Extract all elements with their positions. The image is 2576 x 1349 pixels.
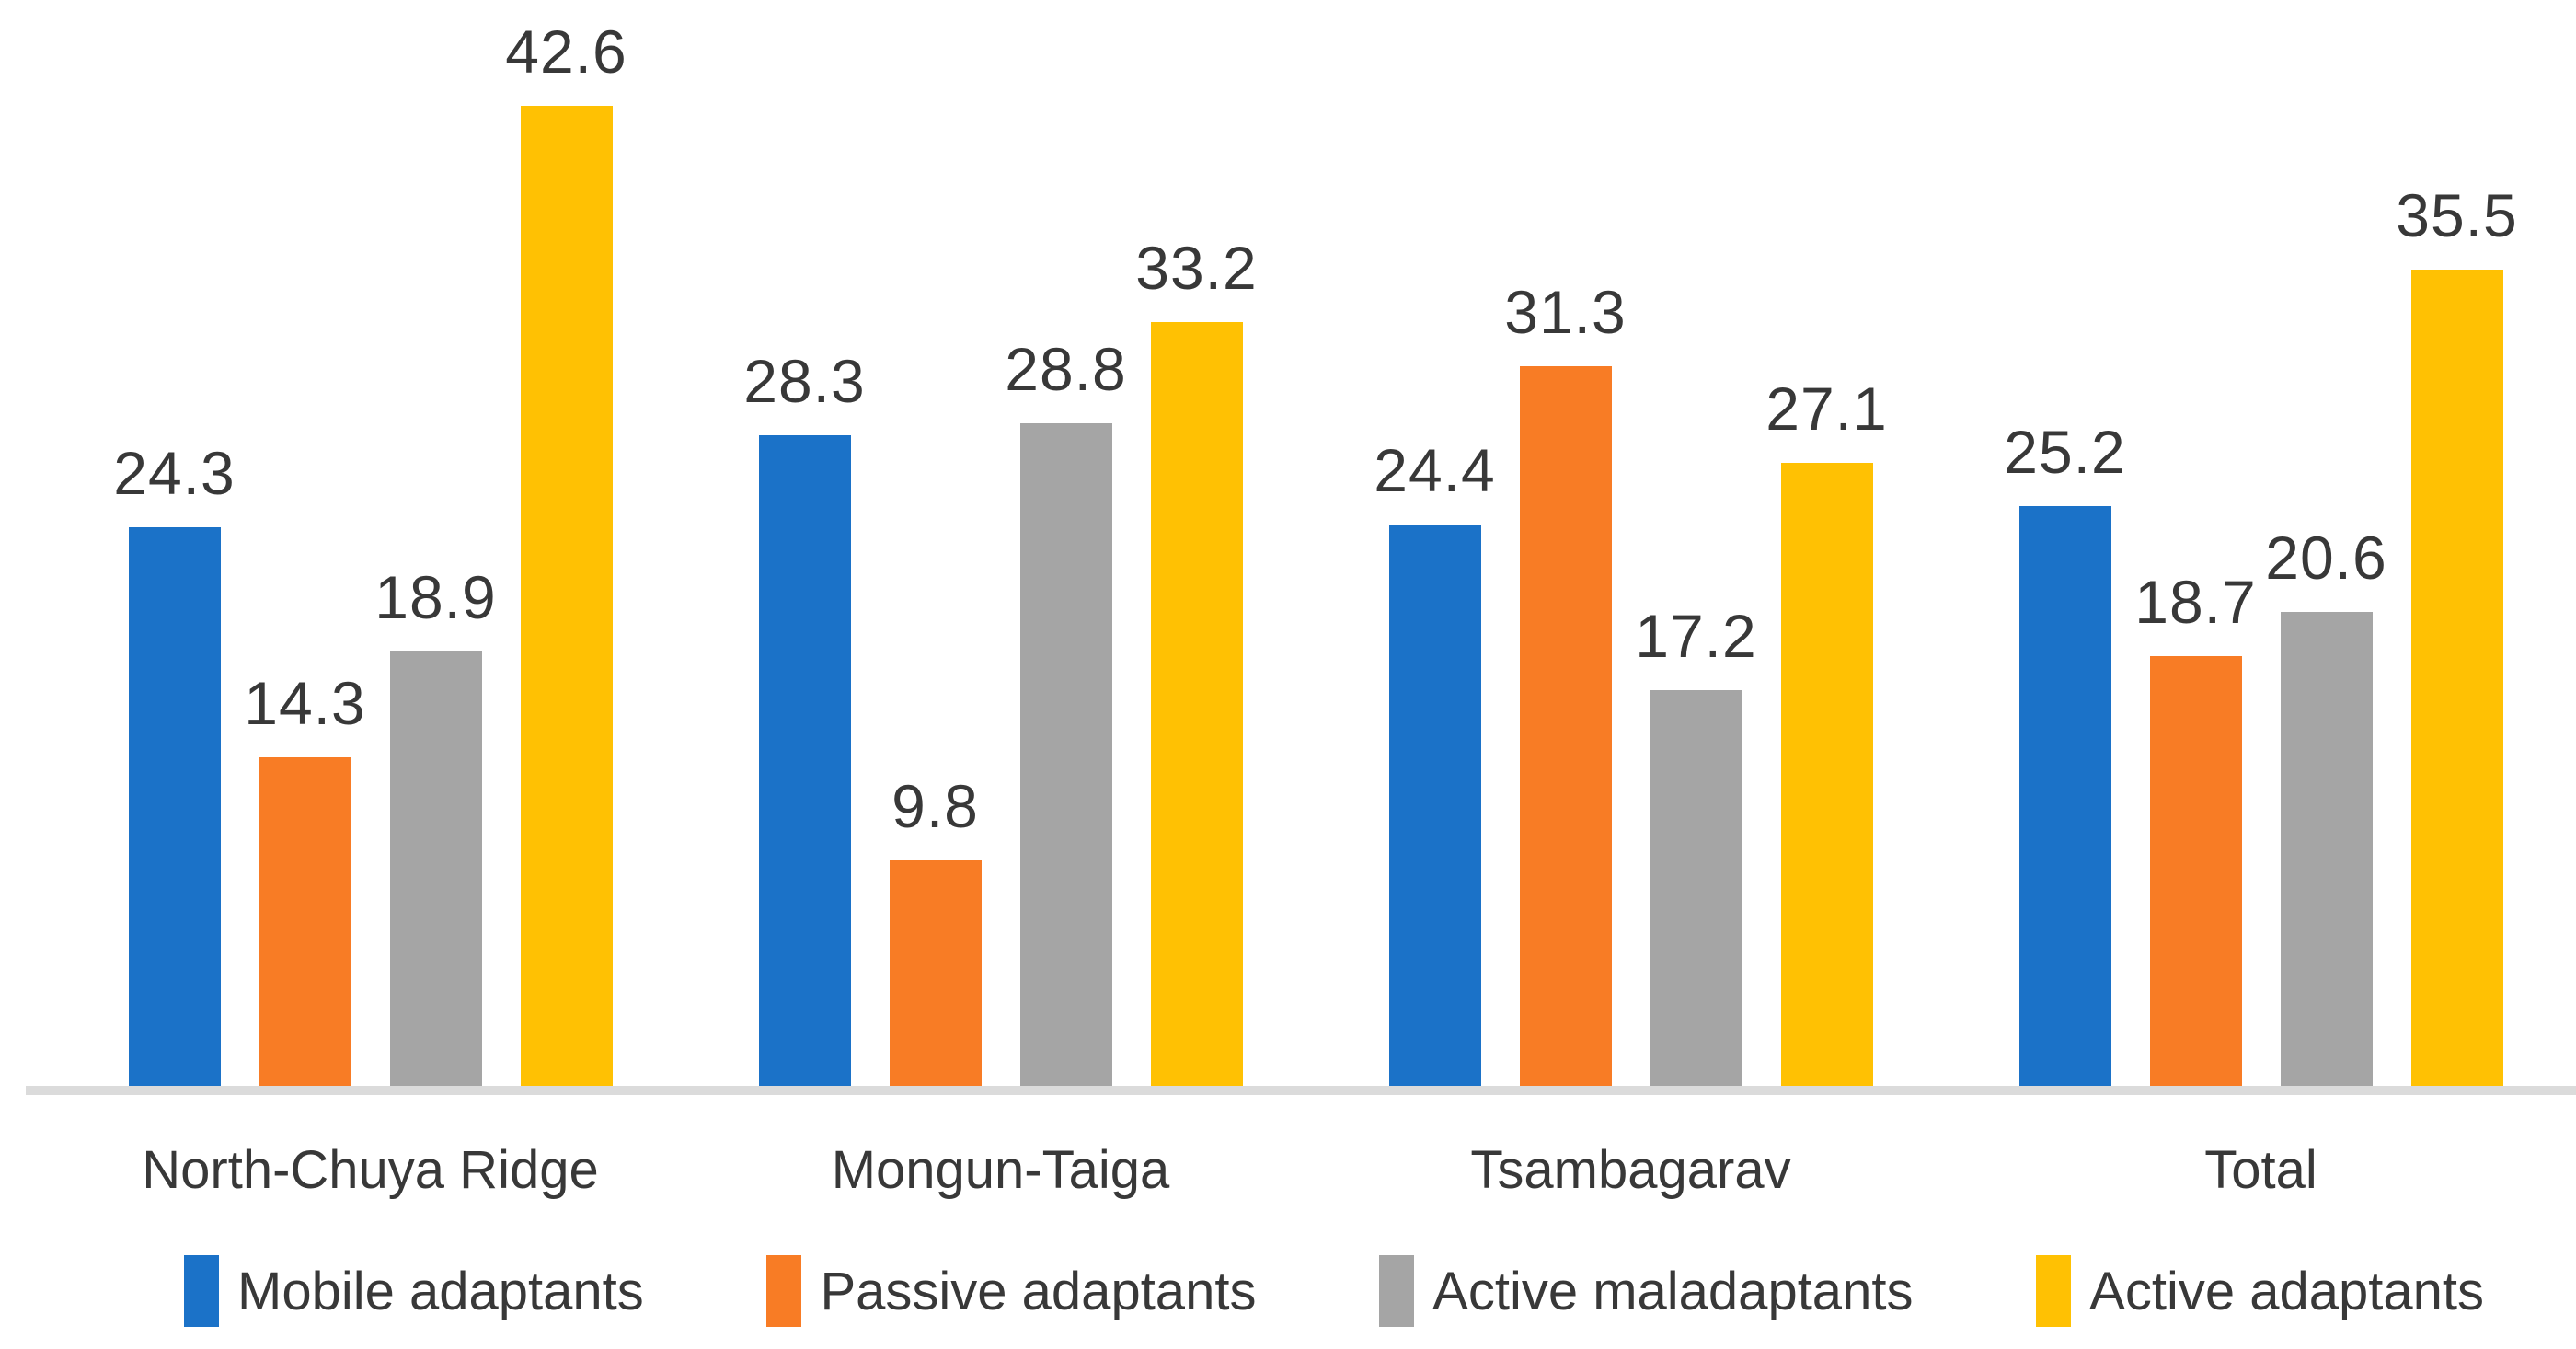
bar-group: 24.3 14.3 18.9 42.6 <box>55 0 685 1086</box>
legend-swatch-icon <box>2036 1255 2072 1327</box>
legend-item: Passive adaptants <box>766 1255 1256 1327</box>
category-label: Tsambagarav <box>1470 1140 1791 1200</box>
bar: 18.7 <box>2134 571 2256 1086</box>
bar: 35.5 <box>2396 185 2517 1086</box>
bar: 18.9 <box>374 567 496 1086</box>
legend-swatch-icon <box>766 1255 802 1327</box>
bar-value-label: 28.8 <box>1005 335 1127 403</box>
bar-value-label: 33.2 <box>1135 234 1258 302</box>
bar-value-label: 18.7 <box>2134 567 2257 636</box>
legend-item: Active maladaptants <box>1379 1255 1913 1327</box>
plot-area: 24.3 14.3 18.9 42.6 28.3 9.8 28.8 33.2 24.4 31.3 1… <box>26 0 2576 1095</box>
legend-label: Active maladaptants <box>1432 1261 1914 1321</box>
bar-value-label: 18.9 <box>374 562 497 631</box>
bar-value-label: 35.5 <box>2396 180 2518 249</box>
bar: 31.3 <box>1504 282 1626 1086</box>
bar-value-label: 25.2 <box>2004 418 2126 486</box>
bar-value-label: 24.3 <box>113 438 236 507</box>
bar-value-label: 28.3 <box>743 346 866 415</box>
bar-value-label: 27.1 <box>1765 374 1888 443</box>
x-axis-line <box>26 1086 2576 1095</box>
bar-groups: 24.3 14.3 18.9 42.6 28.3 9.8 28.8 33.2 24.4 31.3 1… <box>55 0 2576 1086</box>
bar: 42.6 <box>505 21 627 1086</box>
bar-value-label: 24.4 <box>1374 436 1496 504</box>
legend: Mobile adaptants Passive adaptants Active … <box>0 1233 2576 1349</box>
bar: 24.3 <box>113 443 235 1086</box>
bar: 24.4 <box>1374 440 1495 1086</box>
legend-label: Passive adaptants <box>820 1261 1257 1321</box>
bar: 33.2 <box>1135 237 1257 1086</box>
bar: 9.8 <box>889 776 982 1086</box>
legend-label: Mobile adaptants <box>237 1261 644 1321</box>
bar: 28.8 <box>1005 339 1126 1086</box>
bar-value-label: 31.3 <box>1504 277 1627 346</box>
bar-value-label: 14.3 <box>244 668 366 737</box>
bar: 27.1 <box>1765 378 1887 1086</box>
legend-item: Mobile adaptants <box>184 1255 644 1327</box>
bar-value-label: 17.2 <box>1635 602 1757 670</box>
category-label: North-Chuya Ridge <box>142 1140 599 1200</box>
bar-value-label: 9.8 <box>891 772 979 840</box>
bar-group: 28.3 9.8 28.8 33.2 <box>685 0 1316 1086</box>
bar: 20.6 <box>2265 527 2386 1086</box>
bar: 17.2 <box>1635 605 1756 1086</box>
bar: 14.3 <box>244 673 365 1086</box>
bar-value-label: 20.6 <box>2265 524 2387 592</box>
legend-swatch-icon <box>1379 1255 1415 1327</box>
legend-swatch-icon <box>184 1255 219 1327</box>
bar-group: 24.4 31.3 17.2 27.1 <box>1316 0 1946 1086</box>
category-label: Mongun-Taiga <box>831 1140 1170 1200</box>
legend-label: Active adaptants <box>2089 1261 2484 1321</box>
bar-group: 25.2 18.7 20.6 35.5 <box>1946 0 2576 1086</box>
bar-value-label: 42.6 <box>505 17 627 86</box>
legend-item: Active adaptants <box>2036 1255 2484 1327</box>
category-label: Total <box>2204 1140 2317 1200</box>
category-axis: North-Chuya Ridge Mongun-Taiga Tsambagarav… <box>0 1095 2576 1219</box>
bar: 28.3 <box>743 351 865 1086</box>
bar: 25.2 <box>2004 421 2125 1086</box>
